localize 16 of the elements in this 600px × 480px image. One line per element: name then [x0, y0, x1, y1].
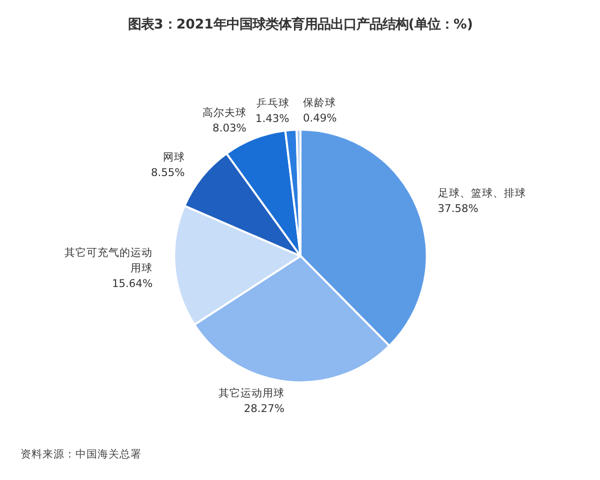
data-label: 8.55%	[150, 166, 185, 180]
slice-label: 保龄球	[302, 96, 336, 110]
data-label: 0.49%	[302, 112, 337, 125]
data-label: 37.58%	[438, 202, 478, 215]
slice-label: 足球、篮球、排球	[438, 186, 526, 200]
data-label: 8.03%	[212, 122, 246, 135]
slice-label: 高尔夫球	[202, 106, 246, 120]
slice-label: 网球	[162, 150, 185, 164]
slice-label: 其它可充气的运动用球	[64, 246, 153, 275]
data-label: 1.43%	[255, 112, 290, 126]
data-label: 28.27%	[244, 402, 284, 415]
slice-label: 其它运动用球	[218, 386, 284, 400]
chart-title: 图表3：2021年中国球类体育用品出口产品结构(单位：%)	[128, 16, 473, 32]
data-label: 15.64%	[112, 277, 153, 290]
slice-label: 乒乓球	[256, 96, 290, 110]
text: 资料来源：中国海关总署	[20, 448, 142, 460]
